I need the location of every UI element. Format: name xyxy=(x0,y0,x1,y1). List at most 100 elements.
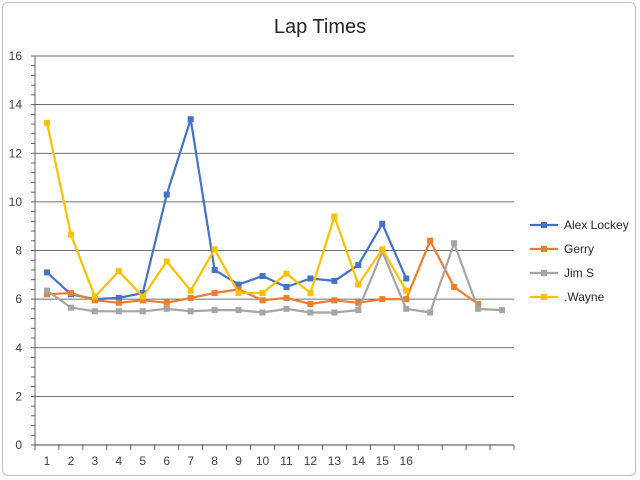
data-point-wayne-16 xyxy=(403,287,410,294)
data-point-alex-lockey-12 xyxy=(307,275,314,282)
data-point-jim-s-19 xyxy=(475,305,482,312)
data-point-jim-s-3 xyxy=(91,308,98,315)
x-tick-label-16: 16 xyxy=(400,454,414,468)
data-point-alex-lockey-11 xyxy=(283,283,290,290)
data-point-gerry-13 xyxy=(331,297,338,304)
y-tick-label-14: 14 xyxy=(9,98,23,112)
y-tick-label-10: 10 xyxy=(9,195,23,209)
data-point-jim-s-18 xyxy=(451,240,458,247)
data-point-wayne-8 xyxy=(211,246,218,253)
x-tick-label-4: 4 xyxy=(115,454,122,468)
data-point-wayne-7 xyxy=(187,287,194,294)
legend-entry-jim-s: Jim S xyxy=(530,266,594,280)
chart-title: Lap Times xyxy=(274,16,366,38)
data-point-wayne-6 xyxy=(163,258,170,265)
data-point-jim-s-6 xyxy=(163,305,170,312)
data-point-gerry-12 xyxy=(307,300,314,307)
legend-entry-wayne: .Wayne xyxy=(530,290,605,304)
data-point-wayne-14 xyxy=(355,281,362,288)
legend-entry-gerry: Gerry xyxy=(530,242,594,256)
axes xyxy=(31,55,515,450)
data-point-jim-s-17 xyxy=(427,309,434,316)
data-point-wayne-2 xyxy=(67,231,74,238)
data-point-jim-s-16 xyxy=(403,305,410,312)
data-point-gerry-8 xyxy=(211,290,218,297)
data-point-jim-s-12 xyxy=(307,309,314,316)
data-point-alex-lockey-15 xyxy=(379,220,386,227)
legend-swatch-marker xyxy=(541,246,547,252)
legend-entry-alex-lockey: Alex Lockey xyxy=(530,218,629,232)
y-tick-label-4: 4 xyxy=(15,341,22,355)
data-point-wayne-4 xyxy=(115,268,122,275)
data-point-wayne-11 xyxy=(283,270,290,277)
legend-label-jim-s: Jim S xyxy=(564,266,594,280)
series-gerry xyxy=(43,237,482,307)
data-point-jim-s-8 xyxy=(211,307,218,314)
data-point-jim-s-10 xyxy=(259,309,266,316)
data-point-wayne-13 xyxy=(331,213,338,220)
data-point-gerry-3 xyxy=(91,297,98,304)
x-tick-label-5: 5 xyxy=(139,454,146,468)
data-point-jim-s-14 xyxy=(355,307,362,314)
data-point-gerry-6 xyxy=(163,299,170,306)
legend-label-gerry: Gerry xyxy=(564,242,594,256)
x-tick-label-7: 7 xyxy=(187,454,194,468)
data-point-jim-s-11 xyxy=(283,305,290,312)
legend-swatch-marker xyxy=(541,270,547,276)
data-point-alex-lockey-6 xyxy=(163,191,170,198)
data-point-jim-s-9 xyxy=(235,307,242,314)
y-tick-label-8: 8 xyxy=(15,244,22,258)
data-point-gerry-7 xyxy=(187,294,194,301)
data-point-gerry-5 xyxy=(139,297,146,304)
x-tick-label-3: 3 xyxy=(92,454,99,468)
x-tick-label-6: 6 xyxy=(163,454,170,468)
data-point-alex-lockey-16 xyxy=(403,275,410,282)
x-axis-tick-labels: 1 2 3 4 5 6 7 8 9 10 11 12 13 14 15 16 xyxy=(44,454,414,468)
x-tick-label-10: 10 xyxy=(256,454,270,468)
data-point-jim-s-4 xyxy=(115,308,122,315)
data-point-alex-lockey-1 xyxy=(43,269,50,276)
data-point-gerry-17 xyxy=(427,237,434,244)
data-point-alex-lockey-14 xyxy=(355,262,362,269)
data-point-jim-s-7 xyxy=(187,308,194,315)
data-point-alex-lockey-7 xyxy=(187,116,194,123)
data-point-gerry-10 xyxy=(259,297,266,304)
gridlines xyxy=(35,55,514,397)
data-point-gerry-16 xyxy=(403,296,410,303)
x-tick-label-2: 2 xyxy=(68,454,75,468)
y-tick-label-16: 16 xyxy=(9,49,23,63)
x-tick-label-11: 11 xyxy=(280,454,293,468)
data-point-jim-s-13 xyxy=(331,309,338,316)
data-point-wayne-5 xyxy=(139,293,146,300)
data-point-gerry-11 xyxy=(283,294,290,301)
data-point-gerry-9 xyxy=(235,286,242,293)
data-point-alex-lockey-13 xyxy=(331,277,338,284)
x-tick-label-8: 8 xyxy=(211,454,218,468)
legend-label-wayne: .Wayne xyxy=(564,290,605,304)
data-point-alex-lockey-8 xyxy=(211,266,218,273)
y-tick-label-6: 6 xyxy=(15,292,22,306)
data-point-gerry-18 xyxy=(451,283,458,290)
legend: Alex Lockey Gerry Jim S .Wayne xyxy=(530,218,629,304)
y-tick-label-12: 12 xyxy=(9,146,23,160)
data-point-jim-s-20 xyxy=(499,307,506,314)
y-tick-label-0: 0 xyxy=(15,438,22,452)
chart-area xyxy=(2,2,636,476)
data-point-alex-lockey-10 xyxy=(259,273,266,280)
legend-label-alex-lockey: Alex Lockey xyxy=(564,218,629,232)
y-tick-label-2: 2 xyxy=(15,389,22,403)
x-tick-label-9: 9 xyxy=(235,454,242,468)
data-point-alex-lockey-9 xyxy=(235,281,242,288)
series-lines xyxy=(43,116,506,316)
data-point-alex-lockey-5 xyxy=(139,290,146,297)
data-point-wayne-1 xyxy=(43,119,50,126)
legend-swatch-marker xyxy=(541,222,547,228)
data-point-gerry-14 xyxy=(355,299,362,306)
series-wayne xyxy=(43,119,410,300)
data-point-jim-s-5 xyxy=(139,308,146,315)
data-point-gerry-4 xyxy=(115,299,122,306)
series-line-alex-lockey xyxy=(46,118,408,301)
x-tick-label-1: 1 xyxy=(44,454,51,468)
data-point-alex-lockey-4 xyxy=(115,294,122,301)
